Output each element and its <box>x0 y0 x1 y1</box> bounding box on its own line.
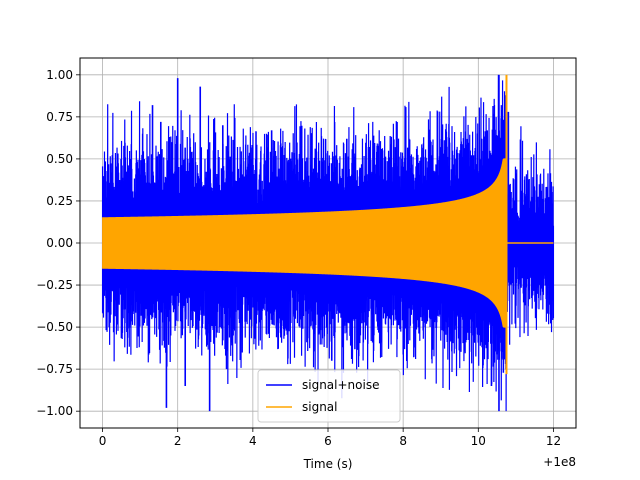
legend-label: signal <box>302 400 338 414</box>
series-layer <box>101 74 555 412</box>
x-tick-label: 10 <box>471 434 486 448</box>
y-tick-label: 0.50 <box>46 152 73 166</box>
y-tick-label: −0.75 <box>36 362 73 376</box>
y-tick-label: 0.25 <box>46 194 73 208</box>
ticks: 0 2 4 6 8 10 12 −1.00 −0.75 −0.50 −0.25 0.00 0.25 0.5… <box>36 68 561 448</box>
legend-box <box>257 369 401 423</box>
legend: signal+noise signal <box>257 369 401 423</box>
y-tick-label: −0.25 <box>36 278 73 292</box>
legend-label: signal+noise <box>302 378 379 392</box>
y-tick-label: 0.75 <box>46 110 73 124</box>
y-tick-label: 1.00 <box>46 68 73 82</box>
x-offset-label: +1e8 <box>543 455 576 469</box>
x-tick-label: 12 <box>546 434 561 448</box>
y-tick-label: −1.00 <box>36 404 73 418</box>
x-axis-label: Time (s) <box>303 457 353 471</box>
x-tick-label: 6 <box>324 434 332 448</box>
x-tick-label: 8 <box>399 434 407 448</box>
x-tick-label: 4 <box>249 434 257 448</box>
y-tick-label: 0.00 <box>46 236 73 250</box>
x-tick-label: 0 <box>99 434 107 448</box>
x-tick-label: 2 <box>174 434 182 448</box>
y-tick-label: −0.50 <box>36 320 73 334</box>
